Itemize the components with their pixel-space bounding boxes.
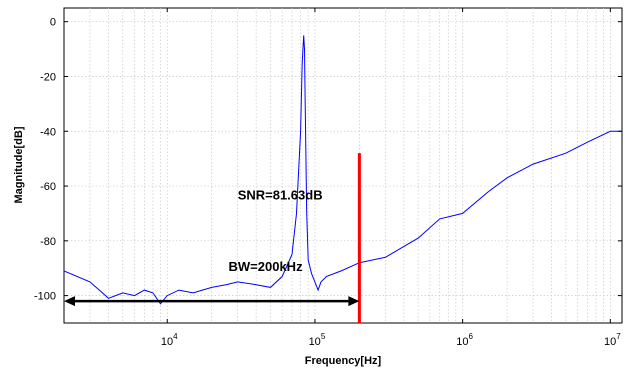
- y-tick-label: -20: [40, 71, 56, 83]
- x-tick-label: 107: [604, 332, 621, 348]
- x-tick-label: 105: [309, 332, 326, 348]
- y-tick-label: -60: [40, 181, 56, 193]
- y-axis-label: Magnitude[dB]: [13, 126, 25, 203]
- series-layer: [64, 35, 622, 305]
- plot-area: [63, 7, 623, 324]
- bandwidth-arrow-right-head: [348, 296, 360, 307]
- annotation-label: SNR=81.63dB: [238, 188, 323, 203]
- series-line: [64, 35, 622, 305]
- x-axis-label: Frequency[Hz]: [305, 355, 382, 367]
- x-tick-label: 106: [456, 332, 473, 348]
- y-tick-label: -40: [40, 126, 56, 138]
- bandwidth-arrow-left-head: [64, 296, 75, 307]
- marker-layer: [64, 153, 361, 323]
- y-tick-label: -80: [40, 236, 56, 248]
- tick-labels: 0 -20 -40 -60 -80 -100 104 105 106 107: [34, 8, 622, 348]
- x-tick-label: 104: [161, 332, 178, 348]
- y-tick-label: 0: [50, 17, 56, 29]
- y-tick-label: -100: [34, 291, 56, 303]
- annotation-label: BW=200kHz: [229, 259, 304, 274]
- annotations: SNR=81.63dB BW=200kHz: [229, 188, 323, 274]
